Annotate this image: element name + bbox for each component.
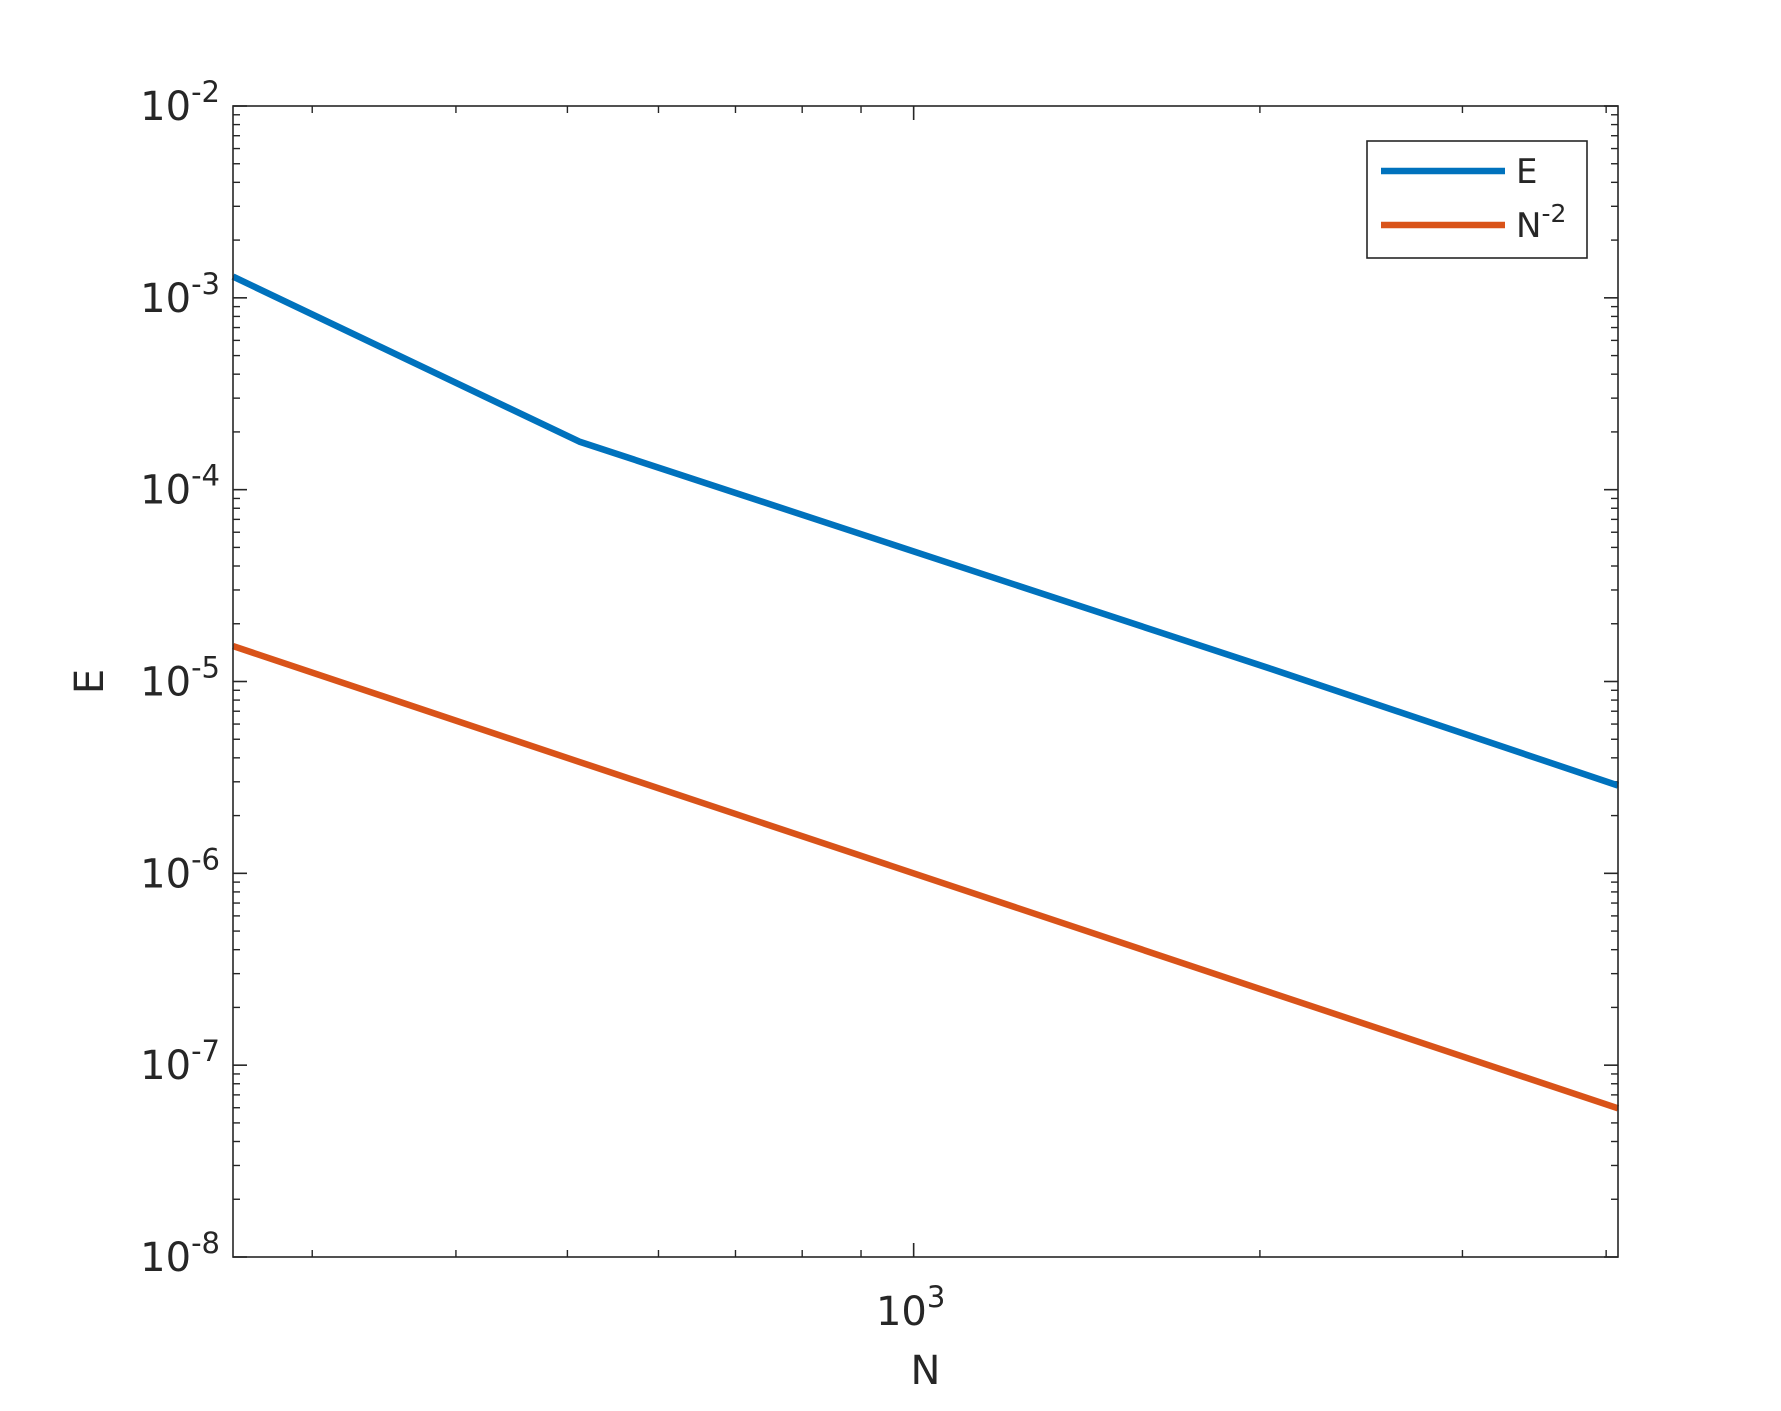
y-tick-label: 10-2 — [140, 75, 220, 130]
axes-box — [232, 105, 1619, 1258]
x-axis-label: N — [911, 1348, 941, 1394]
y-tick-label: 10-4 — [140, 459, 220, 514]
series-layer — [231, 273, 1620, 1112]
legend-label-1: N-2 — [1516, 199, 1566, 246]
plot-area — [233, 106, 1618, 1257]
legend-label-0: E — [1516, 152, 1537, 192]
y-tick-label: 10-7 — [140, 1034, 220, 1089]
y-tick-label: 10-6 — [140, 842, 220, 897]
x-tick-labels: 103 — [876, 1280, 945, 1335]
series-line-1 — [231, 643, 1620, 1112]
legend-box — [1366, 140, 1588, 259]
y-tick-label: 10-3 — [140, 267, 220, 322]
x-tick-label: 103 — [876, 1280, 945, 1335]
series-line-0 — [231, 273, 1620, 789]
legend: E N-2 — [1366, 140, 1588, 259]
y-tick-labels: 10-8 10-7 10-6 10-5 10-4 10-3 10-2 — [140, 75, 220, 1281]
y-tick-label: 10-8 — [140, 1226, 220, 1281]
y-tick-label: 10-5 — [140, 651, 220, 706]
y-axis-label: E — [67, 669, 113, 694]
